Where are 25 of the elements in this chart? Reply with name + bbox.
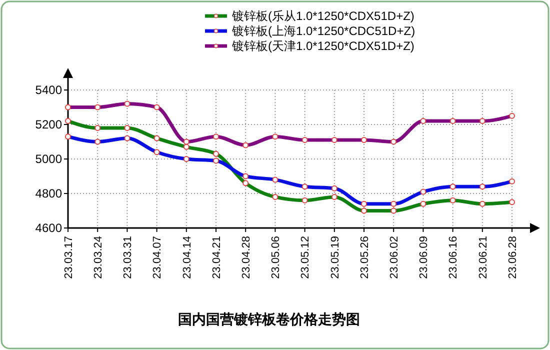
y-tick-label: 4600 [35, 221, 62, 236]
x-tick-label: 23.06.16 [448, 236, 460, 279]
y-tick-label: 5200 [35, 118, 62, 132]
x-tick-label: 23.04.21 [210, 236, 223, 279]
x-tick-label: 23.04.07 [152, 236, 164, 279]
legend-label: 镀锌板(天津1.0*1250*CDX51D+Z) [231, 39, 414, 54]
text: 国内国营镀锌板卷价格走势图 [178, 311, 360, 327]
x-tick-label: 23.06.09 [418, 236, 430, 279]
x-tick-label: 23.06.02 [388, 236, 400, 279]
x-tick-label: 23.04.14 [181, 236, 194, 279]
legend-label: 镀锌板(乐从1.0*1250*CDX51D+Z) [231, 9, 414, 24]
legend-label: 镀锌板(上海1.0*1250*CDC51D+Z) [231, 24, 416, 38]
x-tick-label: 23.03.24 [92, 236, 104, 279]
x-tick-label: 23.03.17 [62, 236, 75, 279]
x-tick-label: 23.05.12 [300, 236, 312, 279]
x-tick-label: 23.05.26 [358, 236, 371, 279]
x-tick-label: 23.04.28 [240, 236, 252, 279]
x-tick-label: 23.06.28 [506, 236, 519, 279]
y-tick-label: 4800 [35, 186, 62, 201]
x-tick-label: 23.05.19 [329, 236, 342, 279]
y-tick-label: 5400 [35, 83, 62, 98]
x-tick-label: 23.03.31 [122, 236, 134, 279]
x-tick-label: 23.05.06 [270, 236, 282, 279]
y-tick-label: 5000 [35, 152, 62, 166]
x-tick-label: 23.06.21 [477, 236, 490, 279]
